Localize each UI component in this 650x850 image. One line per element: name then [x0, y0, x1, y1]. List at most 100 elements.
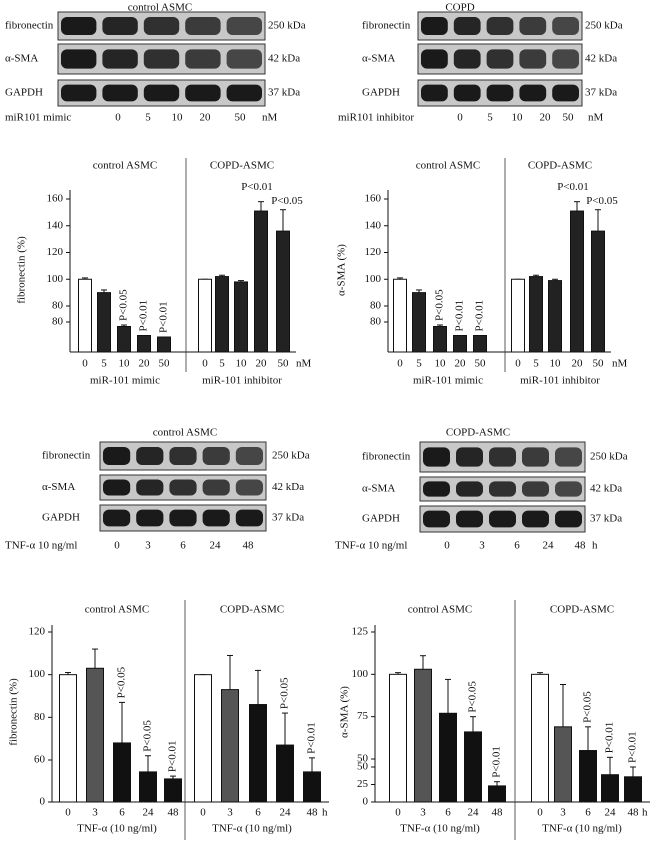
blot-band [103, 447, 131, 465]
blot-row-label: GAPDH [362, 513, 400, 525]
bar [215, 276, 229, 353]
x-tick-label: 20 [572, 358, 584, 370]
blot-band [143, 49, 180, 69]
unit-label: h [642, 807, 648, 819]
blot-size: 250 kDa [585, 20, 623, 32]
bar [117, 326, 131, 353]
y-tick-label: 125 [352, 626, 369, 638]
blot-title: control ASMC [128, 2, 192, 14]
annotation: P<0.05 [118, 289, 130, 321]
unit-label: nM [296, 358, 312, 370]
blot-band [103, 509, 131, 527]
blot-size: 250 kDa [268, 20, 306, 32]
y-axis-label: α-SMA (%) [336, 244, 348, 296]
lane-label: 0 [115, 112, 121, 124]
blot-band [456, 447, 483, 467]
bar [433, 326, 447, 353]
blot-band [185, 17, 221, 35]
blot-band [552, 84, 579, 102]
x-tick-label: 0 [82, 358, 88, 370]
lane-label: 24 [543, 540, 555, 552]
blot-row-label: fibronectin [42, 450, 91, 462]
panel-title: COPD-ASMC [550, 604, 614, 616]
blot-row-label: fibronectin [362, 20, 411, 32]
blot-band [519, 17, 547, 35]
annotation: P<0.01 [604, 722, 616, 754]
bar [113, 742, 131, 803]
x-tick-label: 10 [550, 358, 562, 370]
x-axis-label: TNF-α (10 ng/ml) [77, 823, 157, 835]
x-tick-label: 10 [435, 358, 447, 370]
x-tick-label: 6 [445, 807, 451, 819]
x-tick-label: 0 [202, 358, 208, 370]
treatment-label: miR101 inhibitor [338, 112, 414, 124]
bar [453, 335, 467, 353]
x-tick-label: 24 [280, 807, 292, 819]
panel-title: COPD-ASMC [528, 160, 592, 172]
bar [276, 230, 290, 353]
blot-row-label: α-SMA [362, 483, 395, 495]
x-tick-label: 24 [468, 807, 480, 819]
blot-band [143, 17, 180, 35]
x-axis-label: TNF-α (10 ng/ml) [212, 823, 292, 835]
y-tick-label: 80 [52, 316, 64, 328]
panel-title: COPD-ASMC [220, 604, 284, 616]
blot-size: 250 kDa [590, 451, 628, 463]
blot-size: 37 kDa [268, 87, 300, 99]
blot-band [519, 84, 547, 102]
annotation: P<0.01 [557, 181, 589, 193]
y-tick-label: 160 [47, 193, 64, 205]
bar [488, 785, 506, 803]
bar [59, 674, 77, 803]
x-tick-label: 50 [278, 358, 290, 370]
y-tick-label: 160 [365, 193, 382, 205]
annotation: P<0.05 [434, 289, 446, 321]
y-tick-label: 100 [365, 273, 382, 285]
lane-label: 6 [180, 540, 186, 552]
y-tick-label: 100 [352, 668, 369, 680]
blot-band [489, 481, 516, 497]
y-tick-label: 120 [47, 246, 64, 258]
blot-band [102, 17, 138, 35]
x-tick-label: 3 [420, 807, 426, 819]
blot-size: 37 kDa [585, 87, 617, 99]
lane-label: 50 [235, 112, 247, 124]
x-tick-label: 20 [256, 358, 268, 370]
y-tick-label: 0 [40, 796, 46, 808]
unit-label: nM [612, 358, 628, 370]
blot-row-label: fibronectin [362, 451, 411, 463]
x-tick-label: 6 [255, 807, 261, 819]
x-tick-label: 50 [593, 358, 605, 370]
bar [164, 778, 182, 803]
blot-band [453, 49, 481, 69]
x-tick-label: 3 [227, 807, 233, 819]
blot-band [226, 84, 262, 102]
annotation: P<0.01 [158, 301, 170, 333]
bar [194, 674, 212, 803]
bar [139, 771, 157, 803]
blot-band [185, 49, 221, 69]
annotation: P<0.05 [586, 195, 618, 207]
bar [198, 278, 212, 353]
blot-band [489, 510, 516, 528]
x-tick-label: 0 [395, 807, 401, 819]
x-tick-label: 5 [416, 358, 422, 370]
bar [554, 726, 572, 803]
blot-band [61, 84, 97, 102]
y-axis-label: fibronectin (%) [16, 236, 28, 304]
bar [511, 278, 525, 353]
blot-band [522, 447, 549, 467]
x-tick-label: 6 [119, 807, 125, 819]
lane-unit: nM [588, 112, 604, 124]
lane-label: 3 [145, 540, 151, 552]
blot-band [423, 481, 450, 497]
lane-label: 20 [200, 112, 212, 124]
blot-band [102, 49, 138, 69]
annotation: P<0.05 [142, 720, 154, 752]
unit-label: h [322, 807, 328, 819]
x-tick-label: 5 [101, 358, 107, 370]
x-axis-label: miR-101 inhibitor [520, 375, 600, 387]
blot-row-label: α-SMA [42, 481, 75, 493]
bar [412, 292, 426, 353]
